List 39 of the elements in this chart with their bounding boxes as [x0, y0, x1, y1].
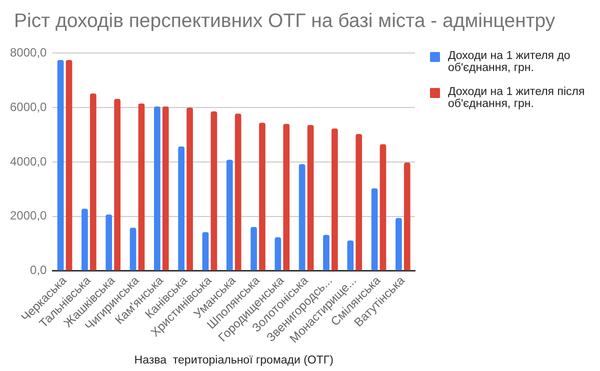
- bar: [283, 124, 290, 270]
- bar: [307, 124, 314, 270]
- legend-label: Доходи на 1 жителя після об'єднання, грн.: [448, 86, 586, 110]
- y-tick-label: 2000,0: [10, 208, 48, 223]
- bar: [323, 234, 330, 270]
- bar: [57, 60, 64, 270]
- y-tick-label: 8000,0: [10, 46, 48, 60]
- chart-title: Ріст доходів перспективних ОТГ на базі міста - адмінцентру: [14, 10, 556, 33]
- y-tick-label: 4000,0: [10, 154, 48, 168]
- bar: [259, 122, 266, 270]
- legend-label: Доходи на 1 жителя до об'єднання, грн.: [448, 50, 572, 74]
- bar: [114, 98, 120, 270]
- bar: [202, 232, 209, 270]
- bar: [347, 240, 354, 270]
- bar: [250, 226, 257, 270]
- bar: [178, 146, 184, 270]
- bar: [380, 144, 386, 270]
- y-tick-label: 0,0: [30, 263, 48, 278]
- bar: [66, 60, 72, 270]
- bar: [234, 114, 242, 270]
- bar: [396, 218, 402, 270]
- bar: [356, 134, 362, 270]
- bar: [274, 237, 282, 270]
- bar: [332, 128, 338, 270]
- bar: [154, 106, 160, 270]
- bar: [186, 108, 193, 270]
- bar: [106, 214, 112, 270]
- bar: [298, 164, 306, 270]
- bar: [226, 160, 233, 270]
- bar: [371, 188, 378, 270]
- bar: [138, 104, 145, 270]
- bar: [130, 228, 136, 270]
- bar: [90, 93, 96, 270]
- x-axis-title: Назва територіальної громади (ОТГ): [134, 354, 334, 366]
- bar: [162, 106, 169, 270]
- y-tick-label: 6000,0: [10, 100, 48, 114]
- bar: [210, 111, 218, 270]
- bar: [404, 162, 410, 270]
- bar: [82, 208, 88, 270]
